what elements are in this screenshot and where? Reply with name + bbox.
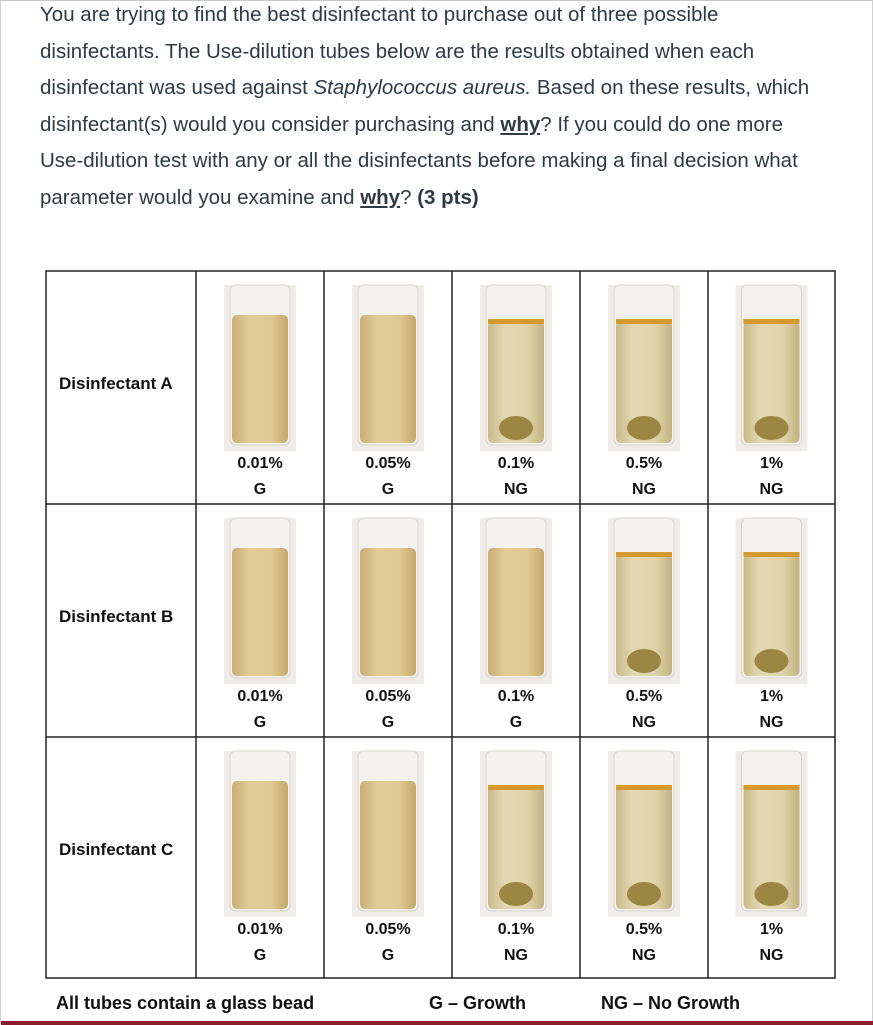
tube-liquid	[232, 548, 288, 676]
tube	[480, 284, 552, 451]
tube-liquid	[616, 787, 672, 909]
concentration: 0.1%	[498, 688, 534, 705]
tube-liquid	[743, 554, 800, 676]
glass-bead	[499, 882, 533, 906]
concentration: 0.5%	[626, 921, 662, 938]
footer-note: All tubes contain a glass bead	[56, 993, 315, 1013]
result: NG	[760, 481, 784, 498]
tube	[608, 750, 680, 917]
emphasis: why	[360, 185, 401, 209]
result: NG	[760, 947, 784, 964]
meniscus	[616, 785, 672, 790]
concentration: 0.5%	[626, 688, 662, 705]
row-label: Disinfectant A	[59, 374, 173, 393]
meniscus	[616, 552, 672, 557]
meniscus	[488, 319, 544, 324]
concentration: 0.01%	[237, 455, 282, 472]
tube-liquid	[488, 787, 544, 909]
tube-liquid	[616, 554, 672, 676]
tube	[735, 750, 808, 917]
emphasis: why	[500, 112, 541, 136]
meniscus	[488, 785, 544, 790]
tube	[480, 750, 552, 917]
question-text: You are trying to find the best disinfec…	[40, 3, 755, 100]
concentration: 0.01%	[237, 921, 282, 938]
bottom-bar	[1, 1021, 873, 1025]
result: NG	[760, 714, 784, 731]
tube	[224, 517, 296, 684]
question-text: ?	[400, 185, 418, 209]
concentration: 0.01%	[237, 688, 282, 705]
table-border	[45, 270, 836, 979]
result: NG	[632, 481, 656, 498]
question: You are trying to find the best disinfec…	[40, 0, 830, 217]
tube	[224, 284, 296, 451]
tube	[352, 284, 424, 451]
tube	[224, 750, 296, 917]
meniscus	[616, 319, 672, 324]
tube-liquid	[232, 781, 288, 909]
tube-liquid	[360, 548, 416, 676]
concentration: 0.1%	[498, 455, 534, 472]
footer: All tubes contain a glass bead G – Growt…	[1, 989, 873, 1019]
result: NG	[504, 481, 528, 498]
glass-bead	[627, 416, 661, 440]
result: G	[510, 714, 522, 731]
result: G	[254, 947, 266, 964]
glass-bead	[754, 649, 789, 673]
result: G	[382, 714, 394, 731]
result: G	[254, 481, 266, 498]
glass-bead	[754, 416, 789, 440]
species: Staphylococcus aureus.	[313, 76, 532, 100]
tube-liquid	[360, 781, 416, 909]
result: G	[382, 481, 394, 498]
tube-liquid	[232, 315, 288, 443]
meniscus	[743, 552, 800, 557]
concentration: 0.05%	[365, 921, 410, 938]
concentration: 1%	[760, 921, 783, 938]
legend-no-growth: NG – No Growth	[601, 993, 740, 1013]
concentration: 0.5%	[626, 455, 662, 472]
glass-bead	[754, 882, 789, 906]
tube-liquid	[488, 321, 544, 443]
tube-liquid	[743, 321, 800, 443]
tube	[608, 284, 680, 451]
row-label: Disinfectant C	[59, 840, 173, 859]
concentration: 0.1%	[498, 921, 534, 938]
tube	[735, 517, 808, 684]
tube-liquid	[360, 315, 416, 443]
glass-bead	[627, 649, 661, 673]
concentration: 1%	[760, 455, 783, 472]
tube	[480, 517, 552, 684]
concentration: 0.05%	[365, 455, 410, 472]
question-text: Based on these results, which disinfecta…	[40, 76, 810, 136]
concentration: 1%	[760, 688, 783, 705]
result: G	[382, 947, 394, 964]
result: NG	[504, 947, 528, 964]
tube-liquid	[616, 321, 672, 443]
tube-liquid	[488, 548, 544, 676]
concentration: 0.05%	[365, 688, 410, 705]
meniscus	[743, 319, 800, 324]
result: NG	[632, 947, 656, 964]
tube	[735, 284, 808, 451]
tube-liquid	[743, 787, 800, 909]
glass-bead	[499, 416, 533, 440]
meniscus	[743, 785, 800, 790]
points: (3 pts)	[417, 185, 479, 209]
tube	[608, 517, 680, 684]
row-label: Disinfectant B	[59, 607, 173, 626]
results-table: Disinfectant A 0.01% G 0.05% G 0.1% NG 0.5% NG 1%…	[45, 270, 836, 979]
tube	[352, 517, 424, 684]
result: NG	[632, 714, 656, 731]
legend-growth: G – Growth	[429, 993, 527, 1013]
result: G	[254, 714, 266, 731]
question-text: ? If you could do one more Use-dilution …	[40, 112, 798, 209]
tube	[352, 750, 424, 917]
glass-bead	[627, 882, 661, 906]
